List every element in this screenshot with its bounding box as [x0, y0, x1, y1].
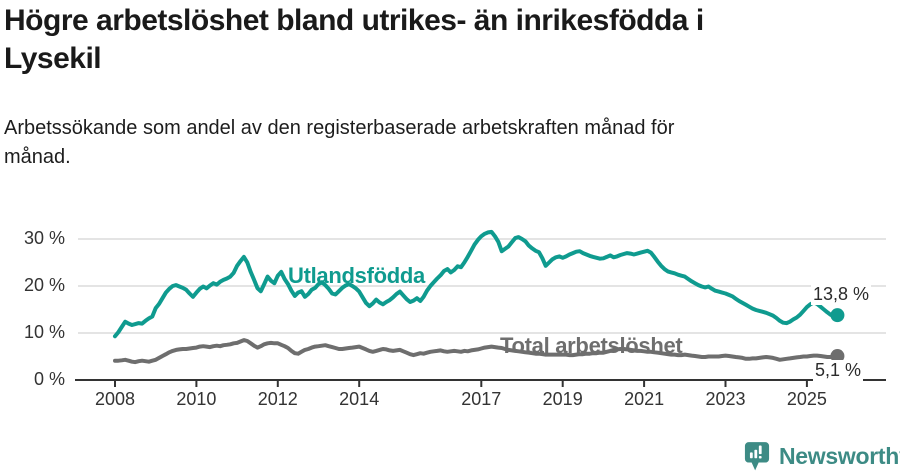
page-title: Högre arbetslöshet bland utrikes- än inr… — [4, 4, 704, 75]
y-axis-label: 30 % — [23, 228, 65, 248]
series-line-utlandsfodda — [113, 229, 840, 339]
end-dot-utlandsfodda — [830, 308, 845, 323]
newsworthy-wordmark: Newsworthy — [779, 443, 900, 469]
y-axis-label: 0 % — [33, 369, 65, 389]
x-axis-label: 2023 — [705, 389, 746, 409]
end-value-label-total: 5,1 % — [813, 360, 864, 381]
x-axis-label: 2014 — [339, 389, 380, 409]
series-line-total — [113, 338, 840, 365]
chart-canvas — [75, 229, 886, 387]
x-axis-label: 2019 — [542, 389, 583, 409]
line-chart — [0, 205, 900, 420]
x-axis-label: 2025 — [786, 389, 827, 409]
x-axis-label: 2012 — [257, 389, 298, 409]
chart-subtitle: Arbetssökande som andel av den registerb… — [4, 117, 675, 168]
y-axis-label: 10 % — [23, 322, 65, 342]
y-axis-label: 20 % — [23, 275, 65, 295]
series-label-total: Total arbetslöshet — [500, 333, 683, 358]
x-axis-label: 2017 — [461, 389, 502, 409]
end-value-label-utlandsfodda: 13,8 % — [811, 284, 872, 305]
newsworthy-bubble-chart-icon — [744, 442, 770, 471]
x-axis-label: 2021 — [624, 389, 665, 409]
x-axis-label: 2008 — [94, 389, 136, 409]
newsworthy-logo: Newsworthy — [744, 441, 900, 472]
x-axis-label: 2010 — [176, 389, 217, 409]
series-label-utlandsfodda: Utlandsfödda — [288, 263, 425, 288]
end-dot-total — [830, 349, 845, 364]
